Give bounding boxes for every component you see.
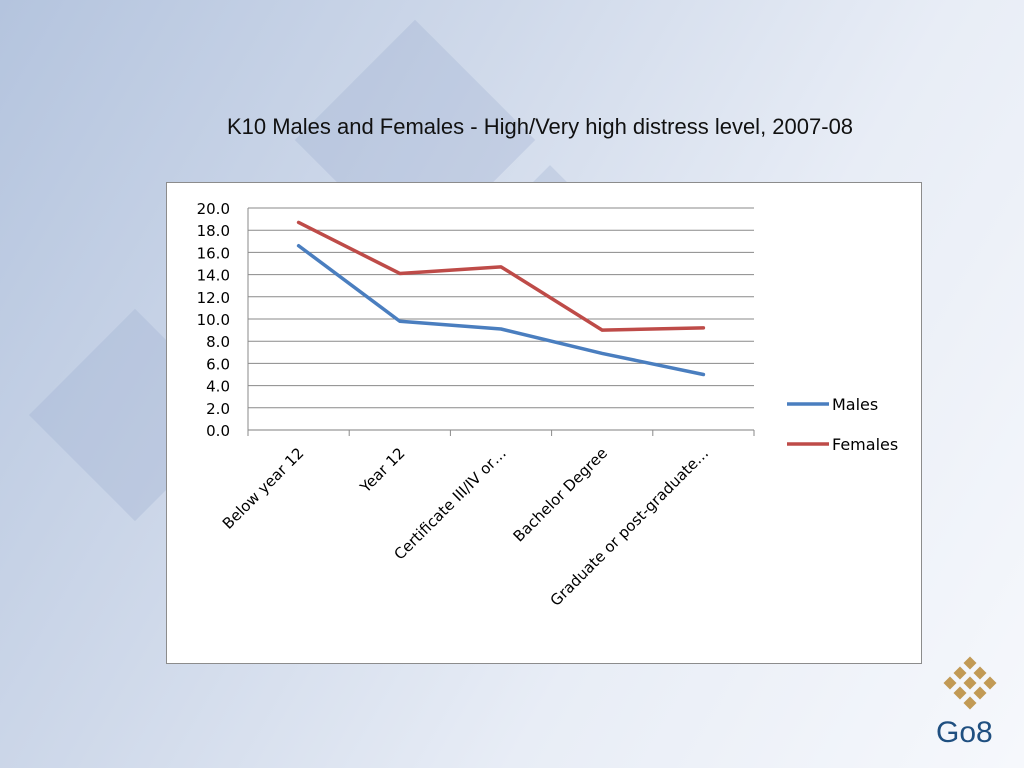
y-tick-label: 6.0: [206, 355, 230, 373]
y-tick-label: 12.0: [197, 289, 230, 307]
y-tick-label: 18.0: [197, 222, 230, 240]
logo-diamond: [973, 666, 987, 680]
x-tick-label: Below year 12: [219, 444, 308, 533]
logo-diamond: [943, 676, 957, 690]
legend-label: Females: [832, 435, 898, 454]
legend-label: Males: [832, 395, 878, 414]
y-tick-label: 0.0: [206, 422, 230, 440]
logo-diamond: [953, 666, 967, 680]
logo-diamond: [953, 686, 967, 700]
y-tick-label: 2.0: [206, 400, 230, 418]
x-tick-label: Year 12: [356, 444, 409, 497]
y-tick-label: 10.0: [197, 311, 230, 329]
y-tick-label: 14.0: [197, 267, 230, 285]
logo-diamond: [963, 676, 977, 690]
y-tick-label: 4.0: [206, 378, 230, 396]
x-tick-label: Graduate or post-graduate…: [547, 444, 713, 610]
logo-diamond: [973, 686, 987, 700]
go8-diamond-logo-icon: [943, 656, 997, 710]
series-line-males: [296, 243, 706, 377]
y-tick-label: 20.0: [197, 200, 230, 218]
logo-diamond: [983, 676, 997, 690]
x-tick-label: Certificate III/IV or…: [390, 444, 509, 563]
go8-logo-text: Go8: [936, 716, 993, 749]
series-line-females: [296, 220, 706, 332]
y-tick-label: 16.0: [197, 244, 230, 262]
chart-container: 0.0 2.0 4.0 6.0 8.0 10.0 12.0 14.0 16.0 18.0 20.0 B…: [166, 182, 922, 664]
slide-title: K10 Males and Females - High/Very high d…: [226, 114, 854, 139]
x-tick-label: Bachelor Degree: [510, 444, 611, 545]
logo-diamond: [963, 696, 977, 710]
line-chart: 0.0 2.0 4.0 6.0 8.0 10.0 12.0 14.0 16.0 18.0 20.0 B…: [197, 200, 899, 610]
y-tick-label: 8.0: [206, 333, 230, 351]
logo-diamond: [963, 656, 977, 670]
